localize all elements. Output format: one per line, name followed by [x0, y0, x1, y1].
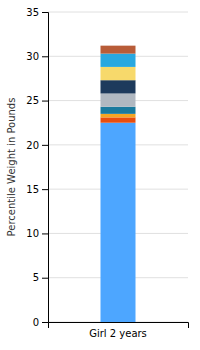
tick-label: 10: [26, 228, 39, 239]
tick-mark: [42, 233, 48, 234]
tick-label: 5: [33, 272, 39, 283]
bar-segment: [101, 93, 136, 106]
bar-segment: [101, 54, 136, 67]
bar-segment: [101, 67, 136, 80]
series: [101, 54, 136, 67]
tick-mark: [42, 145, 48, 146]
tick-mark: [42, 56, 48, 57]
series: [101, 80, 136, 93]
tick-label: 15: [26, 184, 39, 195]
tick: 30: [26, 51, 48, 62]
series: [101, 123, 136, 322]
grid: [48, 12, 188, 322]
tick-label: 0: [33, 317, 39, 328]
tick: Girl 2 years: [89, 322, 147, 339]
tick-mark: [42, 322, 48, 323]
tick-mark: [42, 278, 48, 279]
tick: 10: [26, 228, 48, 239]
plot-area: 0 5 10 15 20 25 30 35 Girl 2 years: [26, 7, 188, 339]
x-axis: Girl 2 years: [49, 322, 189, 339]
tick: 35: [26, 7, 48, 18]
chart: 0 5 10 15 20 25 30 35 Girl 2 years Percentile Wei…: [0, 0, 200, 350]
tick-mark: [42, 101, 48, 102]
bar-segment: [101, 80, 136, 93]
y-axis-line: [42, 13, 49, 323]
y-axis-title: Percentile Weight in Pounds: [6, 98, 17, 237]
tick: 0: [33, 317, 48, 328]
tick: 20: [26, 140, 48, 151]
tick-mark: [42, 12, 48, 13]
bar-segment: [101, 123, 136, 322]
tick: 25: [26, 95, 48, 106]
tick-label: 25: [26, 95, 39, 106]
series: [101, 114, 136, 118]
bars: [101, 46, 136, 322]
tick-mark: [42, 189, 48, 190]
series: [101, 46, 136, 54]
tick-label: 30: [26, 51, 39, 62]
series: [101, 93, 136, 106]
tick-label: Girl 2 years: [89, 328, 147, 339]
series: [101, 107, 136, 114]
bar-segment: [101, 114, 136, 118]
tick: 5: [33, 272, 48, 283]
y-axis: 0 5 10 15 20 25 30 35: [26, 7, 48, 328]
series: [101, 67, 136, 80]
bar-segment: [101, 117, 136, 122]
tick-label: 20: [26, 140, 39, 151]
tick: 15: [26, 184, 48, 195]
bar-segment: [101, 46, 136, 54]
series: [101, 117, 136, 122]
tick-label: 35: [26, 7, 39, 18]
grid-line: [48, 12, 188, 13]
bar-segment: [101, 107, 136, 114]
